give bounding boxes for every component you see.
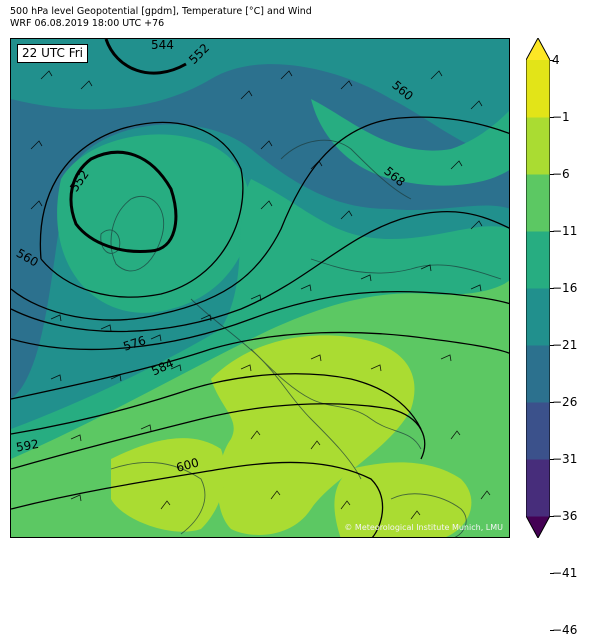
- valid-time-label: 22 UTC Fri: [17, 44, 88, 63]
- model-run-info: WRF 06.08.2019 18:00 UTC +76: [10, 18, 165, 29]
- colorbar-extend-low: [526, 516, 550, 538]
- colorbar-tick-label: −1: [552, 110, 570, 124]
- contour-label: 600: [175, 455, 201, 474]
- colorbar-tick-mark: [550, 174, 554, 175]
- colorbar-tick-mark: [550, 402, 554, 403]
- temp-region-balkans: [334, 462, 472, 537]
- map-canvas: 544 552 552 560 560 568 576 584 592 600: [11, 39, 509, 537]
- figure-title: 500 hPa level Geopotential [gpdm], Tempe…: [10, 6, 312, 17]
- temp-region-italy: [211, 335, 415, 535]
- colorbar-tick-label: −6: [552, 167, 570, 181]
- contour-label: 544: [151, 39, 174, 52]
- colorbar-tick-mark: [550, 345, 554, 346]
- wind-barbs: [30, 70, 491, 520]
- colorbar-tick-label: −26: [552, 395, 578, 409]
- colorbar-segment: [526, 60, 550, 118]
- colorbar-segment: [526, 231, 550, 289]
- colorbar-segment: [526, 402, 550, 460]
- contour-label: 576: [121, 333, 147, 353]
- colorbar-tick-mark: [550, 117, 554, 118]
- colorbar-tick-mark: [550, 288, 554, 289]
- colorbar-tick-mark: [550, 60, 554, 61]
- geopotential-contours: [11, 39, 509, 537]
- colorbar-segment: [526, 174, 550, 232]
- colorbar-tick-mark: [550, 516, 554, 517]
- colorbar-tick-label: −31: [552, 452, 578, 466]
- colorbar-tick-label: −46: [552, 623, 578, 637]
- colorbar-tick-mark: [550, 459, 554, 460]
- temp-region-ne: [311, 99, 509, 186]
- figure-header: 500 hPa level Geopotential [gpdm], Tempe…: [10, 6, 312, 30]
- colorbar-segment: [526, 288, 550, 346]
- colorbar-tick-label: −41: [552, 566, 578, 580]
- colorbar-tick-mark: [550, 231, 554, 232]
- colorbar-tick-label: 4: [552, 53, 560, 67]
- colorbar-tick-label: −16: [552, 281, 578, 295]
- contour-label: 592: [15, 437, 40, 455]
- colorbar: [526, 38, 550, 538]
- credit-text: © Meteorological Institute Munich, LMU: [344, 523, 503, 532]
- temp-region-cold-core: [57, 134, 251, 313]
- colorbar-segment: [526, 459, 550, 517]
- colorbar-extend-high: [526, 38, 550, 60]
- colorbar-segment: [526, 117, 550, 175]
- colorbar-tick-label: −21: [552, 338, 578, 352]
- colorbar-tick-label: −11: [552, 224, 578, 238]
- weather-map: 544 552 552 560 560 568 576 584 592 600 …: [10, 38, 510, 538]
- colorbar-tick-label: −36: [552, 509, 578, 523]
- colorbar-segment: [526, 345, 550, 403]
- temp-region-iberia: [111, 438, 225, 532]
